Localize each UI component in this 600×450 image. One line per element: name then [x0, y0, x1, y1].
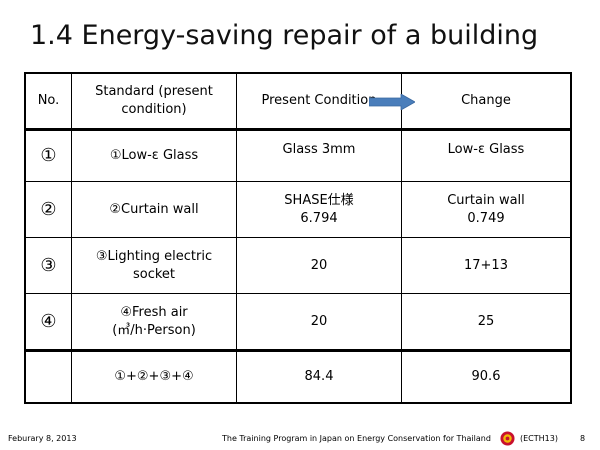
- table-total-row: ①+②+③+④ 84.4 90.6: [26, 350, 570, 402]
- header-standard-line1: Standard (present: [95, 84, 213, 99]
- ecth-logo-icon: [500, 431, 515, 446]
- footer-code: (ECTH13): [520, 434, 558, 443]
- row-standard: ①+②+③+④: [72, 350, 237, 402]
- row-change: Curtain wall 0.749: [402, 182, 570, 238]
- table-row: ④ ④Fresh air (㎥/h·Person) 20 25: [26, 294, 570, 350]
- row-standard-line1: ③Lighting electric: [95, 248, 213, 264]
- table-row: ① ①Low-ε Glass Glass 3mm Low-ε Glass: [26, 129, 570, 182]
- row-number: ③: [26, 238, 72, 294]
- header-standard-line2: condition): [121, 102, 187, 117]
- table-header-row: No. Standard (present condition) Present…: [26, 74, 570, 129]
- row-standard: ③Lighting electric socket: [72, 238, 237, 294]
- right-arrow-shape: [369, 94, 415, 110]
- row-change: 17+13: [402, 238, 570, 294]
- row-standard-line1: ④Fresh air: [120, 304, 188, 320]
- row-change: 25: [402, 294, 570, 350]
- row-change-line2: 0.749: [467, 210, 505, 226]
- row-present-line1: 20: [310, 313, 328, 329]
- row-change-line1: 17+13: [464, 257, 508, 273]
- row-present: SHASE仕様 6.794: [237, 182, 402, 238]
- row-present-line1: SHASE仕様: [284, 192, 354, 208]
- row-standard-line1: ①+②+③+④: [114, 369, 194, 384]
- row-change-line1: Curtain wall: [447, 192, 525, 208]
- row-present-line1: 20: [310, 257, 328, 273]
- footer-date: Feburary 8, 2013: [8, 434, 77, 443]
- row-standard-line2: socket: [132, 266, 176, 282]
- row-standard-line2: (㎥/h·Person): [112, 322, 196, 338]
- table-row: ② ②Curtain wall SHASE仕様 6.794 Curtain wa…: [26, 182, 570, 238]
- row-standard-line1: ②Curtain wall: [109, 201, 199, 217]
- row-present: 84.4: [237, 350, 402, 402]
- comparison-table-container: No. Standard (present condition) Present…: [24, 72, 572, 404]
- row-present: 20: [237, 238, 402, 294]
- row-change: 90.6: [402, 350, 570, 402]
- row-number: [26, 350, 72, 402]
- header-standard: Standard (present condition): [72, 74, 237, 129]
- right-arrow-icon: [369, 94, 415, 110]
- row-change: Low-ε Glass: [402, 129, 570, 182]
- row-number: ④: [26, 294, 72, 350]
- footer-program: The Training Program in Japan on Energy …: [222, 434, 491, 443]
- header-change: Change: [402, 74, 570, 129]
- row-change-line1: Low-ε Glass: [447, 142, 525, 157]
- row-change-line1: 25: [477, 313, 495, 329]
- row-number: ①: [26, 129, 72, 182]
- slide-title: 1.4 Energy-saving repair of a building: [30, 20, 539, 51]
- table-row: ③ ③Lighting electric socket 20 17+13: [26, 238, 570, 294]
- row-present: Glass 3mm: [237, 129, 402, 182]
- row-present: 20: [237, 294, 402, 350]
- row-present-line2: 6.794: [300, 210, 338, 226]
- row-present-line1: 84.4: [304, 369, 334, 384]
- row-standard: ②Curtain wall: [72, 182, 237, 238]
- row-standard: ④Fresh air (㎥/h·Person): [72, 294, 237, 350]
- row-present-line1: Glass 3mm: [282, 142, 356, 157]
- row-change-line1: 90.6: [471, 369, 501, 384]
- footer-page-number: 8: [580, 434, 586, 443]
- row-standard: ①Low-ε Glass: [72, 129, 237, 182]
- row-number: ②: [26, 182, 72, 238]
- comparison-table: No. Standard (present condition) Present…: [24, 72, 572, 404]
- row-standard-line1: ①Low-ε Glass: [109, 148, 199, 163]
- header-no: No.: [26, 74, 72, 129]
